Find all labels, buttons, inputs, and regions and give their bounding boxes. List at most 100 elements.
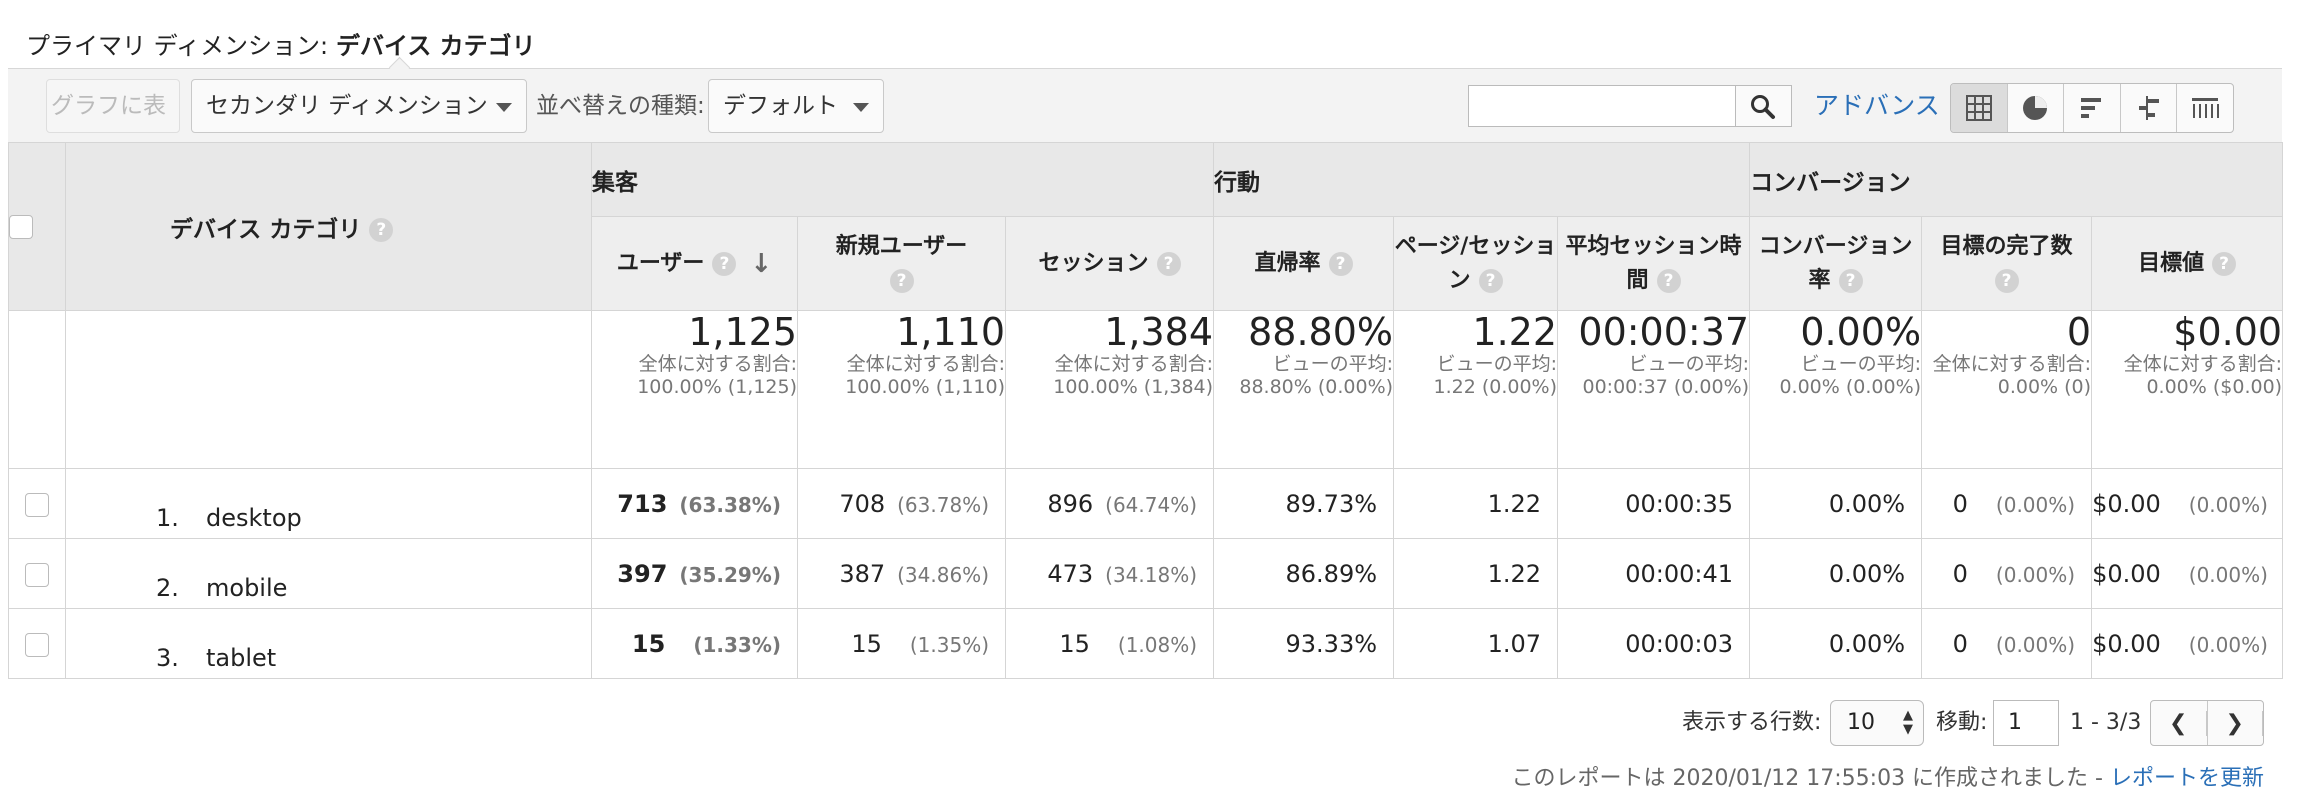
row-sessions: 15 (1.08%) bbox=[1004, 608, 1215, 679]
row-checkbox[interactable] bbox=[25, 492, 49, 517]
dimension-header[interactable]: デバイス カテゴリ? bbox=[65, 142, 592, 311]
view-pivot-button[interactable] bbox=[2177, 84, 2233, 132]
total-pps: 1.22 ビューの平均: 1.22 (0.00%) bbox=[1393, 310, 1559, 469]
sort-type-dropdown[interactable]: デフォルト bbox=[708, 79, 884, 133]
row-new-users: 387 (34.86%) bbox=[797, 538, 1006, 609]
col-goal-completions[interactable]: 目標の完了数? bbox=[1921, 216, 2093, 311]
search-icon bbox=[1751, 95, 1775, 119]
help-icon[interactable]: ? bbox=[369, 218, 394, 242]
table-grid-icon bbox=[1965, 95, 1992, 121]
col-new-users[interactable]: 新規ユーザー? bbox=[797, 216, 1006, 311]
row-goals-pct: (0.00%) bbox=[1995, 632, 2076, 657]
help-icon[interactable]: ? bbox=[1838, 268, 1863, 293]
row-pps: 1.22 bbox=[1393, 468, 1559, 539]
help-icon[interactable]: ? bbox=[1656, 268, 1681, 293]
row-value: $0.00 (0.00%) bbox=[2091, 608, 2284, 679]
row-checkbox[interactable] bbox=[25, 632, 49, 657]
row-new-users-pct: (1.35%) bbox=[909, 632, 989, 657]
total-goals-value: 0 bbox=[2066, 310, 2092, 354]
help-icon[interactable]: ? bbox=[2212, 251, 2237, 276]
total-pps-sub: ビューの平均: 1.22 (0.00%) bbox=[1433, 353, 1558, 398]
totals-empty-dim bbox=[65, 310, 592, 469]
col-goal-value[interactable]: 目標値? bbox=[2091, 216, 2284, 311]
search-button[interactable] bbox=[1736, 85, 1792, 127]
page-range: 1 - 3/3 bbox=[2070, 710, 2142, 735]
row-goals: 0 (0.00%) bbox=[1921, 538, 2093, 609]
row-goals-value: 0 bbox=[1952, 489, 1968, 518]
chevron-right-icon: ❯ bbox=[2208, 710, 2263, 736]
row-sessions-pct: (34.18%) bbox=[1105, 562, 1198, 587]
row-value-pct: (0.00%) bbox=[2188, 632, 2268, 657]
table-row: 2. mobile 397 (35.29%) 387 (34.86%) 473 (34.… bbox=[8, 538, 2284, 609]
row-new-users: 15 (1.35%) bbox=[797, 608, 1006, 679]
row-checkbox-cell bbox=[8, 468, 66, 539]
help-icon[interactable]: ? bbox=[1328, 251, 1353, 276]
help-icon[interactable]: ? bbox=[1478, 268, 1503, 293]
total-sessions-sub: 全体に対する割合: 100.00% (1,384) bbox=[1053, 353, 1214, 398]
group-acquisition: 集客 bbox=[590, 142, 1215, 217]
col-users[interactable]: ユーザー? ↓ bbox=[591, 216, 798, 311]
row-sessions-pct: (1.08%) bbox=[1117, 632, 1198, 657]
col-sessions[interactable]: セッション? bbox=[1004, 216, 1215, 311]
view-data-table-button[interactable] bbox=[1951, 84, 2008, 132]
advanced-filter-link[interactable]: アドバンス bbox=[1814, 91, 1940, 120]
col-pps-label: ページ/セッション bbox=[1394, 233, 1557, 293]
total-conv-value: 0.00% bbox=[1800, 310, 1922, 354]
row-checkbox[interactable] bbox=[25, 562, 49, 587]
select-all-checkbox[interactable] bbox=[9, 215, 33, 239]
col-conversion-rate[interactable]: コンバージョン率? bbox=[1749, 216, 1923, 311]
row-dimension-link[interactable]: mobile bbox=[206, 573, 288, 602]
view-pie-button[interactable] bbox=[2008, 84, 2065, 132]
goto-label: 移動: bbox=[1936, 710, 1988, 735]
help-icon[interactable]: ? bbox=[889, 268, 914, 293]
bar-chart-icon bbox=[2080, 98, 2101, 118]
row-users-value: 397 bbox=[617, 559, 668, 588]
help-icon[interactable]: ? bbox=[1156, 251, 1181, 276]
goto-page-input[interactable]: 1 bbox=[1993, 700, 2059, 746]
help-icon[interactable]: ? bbox=[1994, 268, 2019, 293]
prev-page-button[interactable]: ❮ bbox=[2151, 701, 2208, 745]
row-goals-value: 0 bbox=[1952, 629, 1968, 658]
total-value-sub: 全体に対する割合: 0.00% ($0.00) bbox=[2123, 353, 2283, 398]
col-pages-per-session[interactable]: ページ/セッション? bbox=[1393, 216, 1559, 311]
table-row: 1. desktop 713 (63.38%) 708 (63.78%) 896 (64… bbox=[8, 468, 2284, 539]
row-value-value: $0.00 bbox=[2092, 559, 2161, 588]
table-search-input[interactable] bbox=[1468, 85, 1736, 127]
row-sessions-pct: (64.74%) bbox=[1105, 492, 1198, 517]
view-performance-button[interactable] bbox=[2064, 84, 2121, 132]
row-value-pct: (0.00%) bbox=[2188, 492, 2268, 517]
total-new-users-value: 1,110 bbox=[896, 310, 1005, 354]
report-created-text: このレポートは 2020/01/12 17:55:03 に作成されました - bbox=[1511, 766, 2110, 791]
row-value-value: $0.00 bbox=[2092, 489, 2161, 518]
row-index: 3. bbox=[156, 643, 179, 672]
chevron-down-icon bbox=[496, 103, 512, 112]
sort-type-value: デフォルト bbox=[723, 93, 838, 119]
rows-per-page-select[interactable]: 10 ▲ ▼ bbox=[1830, 700, 1924, 746]
plot-rows-button[interactable]: グラフに表示 bbox=[46, 79, 180, 171]
row-new-users-value: 387 bbox=[839, 559, 886, 588]
col-avg-session-duration[interactable]: 平均セッション時間? bbox=[1557, 216, 1751, 311]
total-new-users: 1,110 全体に対する割合: 100.00% (1,110) bbox=[797, 310, 1006, 469]
row-dimension-link[interactable]: desktop bbox=[206, 503, 302, 532]
primary-dimension-value[interactable]: デバイス カテゴリ bbox=[336, 32, 536, 60]
row-users-value: 15 bbox=[631, 629, 666, 658]
total-sessions: 1,384 全体に対する割合: 100.00% (1,384) bbox=[1004, 310, 1215, 469]
row-new-users-pct: (63.78%) bbox=[897, 492, 989, 517]
pagination-bar: 表示する行数: 10 ▲ ▼ 移動: 1 1 - 3/3 ❮ ❯ bbox=[0, 700, 2280, 748]
col-conv-label: コンバージョン率 bbox=[1758, 233, 1913, 293]
next-page-button[interactable]: ❯ bbox=[2208, 701, 2263, 745]
refresh-report-link[interactable]: レポートを更新 bbox=[2109, 766, 2264, 791]
row-conv: 0.00% bbox=[1749, 468, 1923, 539]
row-dimension-link[interactable]: tablet bbox=[206, 643, 277, 672]
view-comparison-button[interactable] bbox=[2121, 84, 2178, 132]
col-bounce-rate[interactable]: 直帰率? bbox=[1213, 216, 1395, 311]
row-new-users-value: 15 bbox=[851, 629, 882, 658]
col-users-label: ユーザー bbox=[616, 250, 705, 276]
secondary-dimension-dropdown[interactable]: セカンダリ ディメンション bbox=[191, 79, 527, 133]
help-icon[interactable]: ? bbox=[712, 251, 737, 276]
page-navigation: ❮ ❯ bbox=[2150, 700, 2264, 746]
total-goals-sub: 全体に対する割合: 0.00% (0) bbox=[1932, 353, 2092, 398]
row-value: $0.00 (0.00%) bbox=[2091, 538, 2284, 609]
row-conv: 0.00% bbox=[1749, 538, 1923, 609]
row-dimension-cell: 1. desktop bbox=[65, 468, 592, 539]
